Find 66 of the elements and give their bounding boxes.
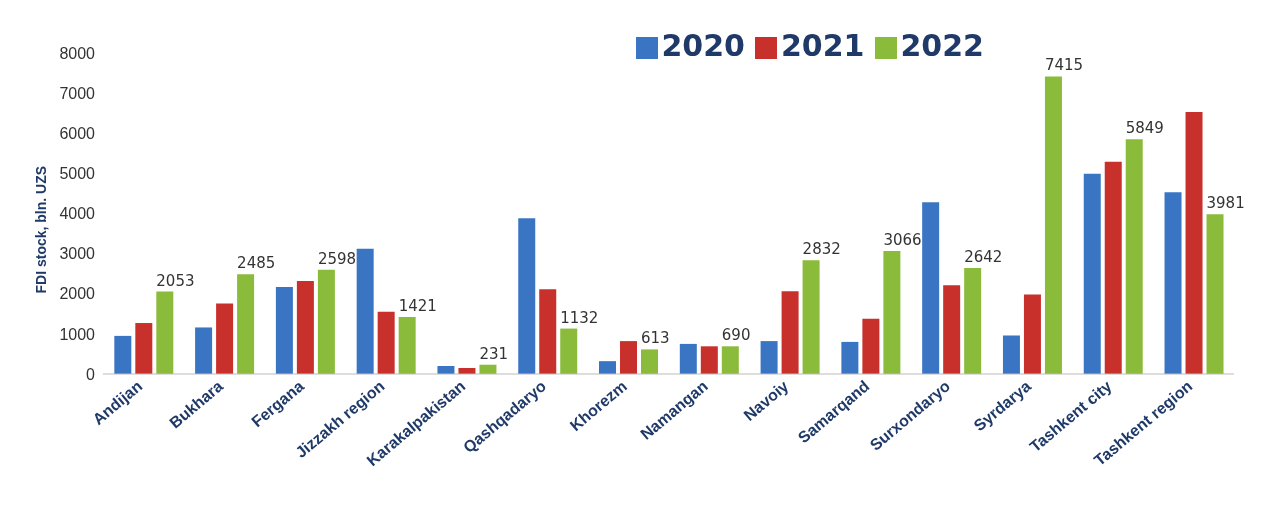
bar: [1044, 76, 1062, 374]
bar: [883, 250, 901, 374]
bar: [721, 346, 739, 374]
data-label: 7415: [1044, 56, 1084, 75]
y-tick-label: 6000: [59, 124, 96, 142]
data-label: 613: [641, 329, 670, 348]
bar: [862, 318, 880, 374]
data-label: 2053: [156, 271, 195, 290]
bar: [114, 335, 132, 374]
bar: [237, 274, 255, 374]
data-label: 3066: [883, 230, 922, 249]
data-label: 2642: [964, 247, 1003, 266]
data-label: 2598: [317, 249, 357, 268]
bar: [317, 269, 335, 374]
bar: [356, 248, 374, 374]
bar: [802, 260, 820, 374]
bar: [943, 285, 961, 374]
data-label: 1132: [560, 308, 599, 327]
bar: [841, 341, 859, 374]
bar: [1023, 294, 1041, 374]
bar: [1206, 214, 1224, 374]
y-tick-label: 5000: [59, 165, 96, 183]
data-label: 690: [721, 326, 751, 345]
y-tick-label: 0: [86, 365, 96, 383]
y-axis-title: FDI stock, bln. UZS: [32, 165, 49, 294]
bar: [560, 328, 578, 374]
bar: [700, 346, 718, 374]
bar: [275, 286, 293, 374]
bar: [539, 289, 557, 374]
bar: [781, 291, 799, 374]
bar: [1125, 139, 1143, 374]
bar: [1083, 173, 1101, 374]
bar: [1002, 335, 1020, 374]
bar: [641, 349, 659, 374]
y-tick-label: 3000: [59, 245, 96, 263]
data-label: 5849: [1125, 119, 1164, 138]
bar: [518, 218, 536, 374]
y-tick-label: 1000: [59, 325, 96, 343]
bar: [922, 202, 940, 374]
bar: [195, 327, 213, 374]
legend-label: 2020: [661, 28, 745, 63]
y-tick-label: 4000: [59, 205, 96, 223]
bar: [1164, 192, 1182, 374]
legend-label: 2021: [781, 28, 865, 63]
bar: [599, 361, 617, 374]
data-label: 231: [479, 344, 509, 363]
data-label: 2485: [237, 254, 276, 273]
y-tick-label: 2000: [59, 285, 96, 303]
bar: [216, 303, 234, 374]
bar: [620, 341, 638, 374]
bar: [135, 323, 153, 374]
bar: [1185, 111, 1203, 374]
data-label: 2832: [802, 240, 841, 259]
bar: [1104, 161, 1122, 374]
bar: [377, 311, 395, 374]
bar: [760, 341, 778, 374]
bar: [156, 291, 174, 374]
bar: [398, 316, 416, 374]
legend-label: 2022: [900, 28, 984, 63]
y-tick-label: 7000: [59, 84, 96, 102]
bar: [679, 343, 697, 374]
y-tick-label: 8000: [59, 44, 96, 62]
data-label: 3981: [1206, 194, 1245, 213]
bar: [964, 267, 982, 374]
data-label: 1421: [398, 296, 437, 315]
bar: [296, 280, 314, 374]
